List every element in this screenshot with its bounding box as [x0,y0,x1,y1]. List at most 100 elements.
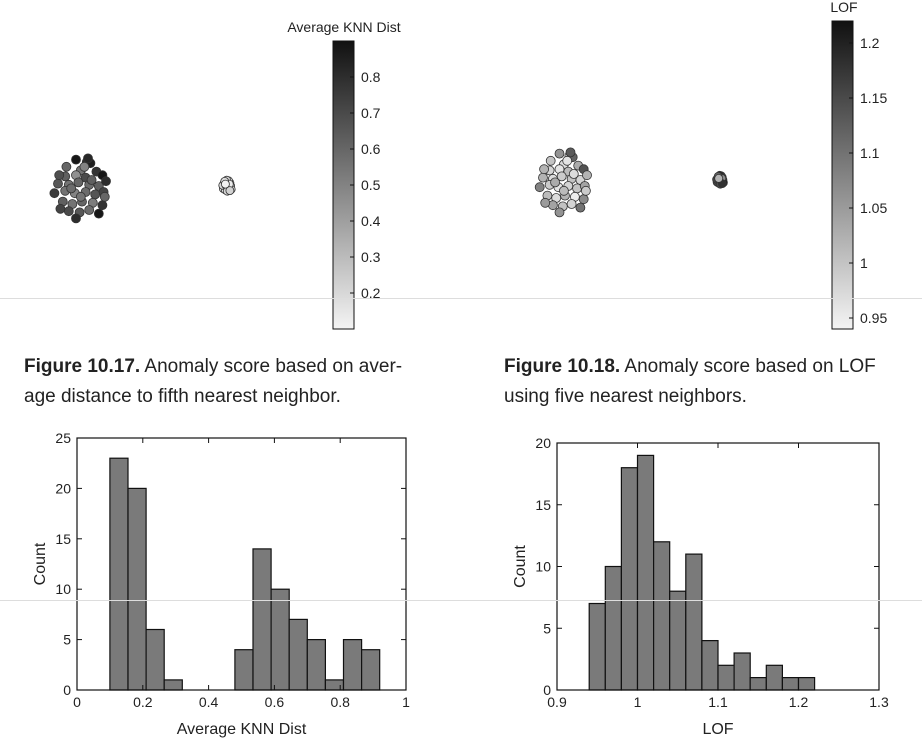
scatter-point [49,188,60,199]
scatter-point [556,171,567,182]
scatter-point [575,202,586,213]
histogram-bar [324,679,345,691]
histogram-bar [588,602,606,691]
caption-number: Figure 10.18. [504,356,621,377]
scatter-point [55,203,66,214]
scatter-point [86,175,97,185]
scatter-point [66,183,77,194]
histogram-bar [669,590,687,691]
colorbar-label: LOF [830,0,857,15]
scatter-point [538,172,548,183]
scatter-point [83,153,93,164]
scatter-point [559,185,569,196]
histogram-bar [288,618,308,691]
caption-figure-10-18: Figure 10.18. Anomaly score based on LOF… [504,352,914,412]
colorbar-tick-label: 0.4 [361,213,381,229]
colorbar-tick-label: 0.3 [361,249,381,265]
scatter-point [93,208,104,219]
colorbar: 0.95 1 1.05 1.1 1.15 1.2 LOF [830,0,887,330]
scatter-point [566,199,577,209]
colorbar-gradient [831,20,854,330]
x-tick-label: 1 [634,694,642,710]
scatter-point [568,169,579,179]
histogram-bar [252,548,272,691]
histogram-bar [306,638,326,691]
caption-line-1: Figure 10.17. Anomaly score based on ave… [24,352,444,382]
y-tick-label: 0 [543,682,551,698]
scatter-point [54,170,65,181]
y-tick-label: 15 [55,531,71,547]
colorbar-label: Average KNN Dist [287,19,400,35]
x-tick-label: 1.2 [789,694,809,710]
colorbar: 0.2 0.3 0.4 0.5 0.6 0.7 0.8 Average KNN Dist [287,19,401,330]
scatter-point [225,186,235,196]
colorbar-tick-label: 1.2 [860,35,880,51]
histogram-bar [636,454,655,691]
scatter-point [534,182,545,193]
x-tick-label: 0.8 [330,694,350,710]
scatter-point [540,197,551,208]
cluster-1 [534,147,592,218]
scatter-point [71,154,81,165]
colorbar-tick-label: 1 [860,255,868,271]
histogram-bar [109,457,129,691]
histogram-bar [781,676,800,691]
scatter-panel-2: 0.95 1 1.05 1.1 1.15 1.2 LOF [534,0,887,330]
y-tick-label: 5 [543,620,551,636]
histogram-bar [234,649,254,691]
scatter-point [99,191,110,202]
scatter-point [578,194,589,205]
colorbar-tick-label: 0.95 [860,310,887,326]
colorbar-tick-label: 1.1 [860,145,880,161]
histogram-panel-2: 0.9 1 1.1 1.2 1.3 0 5 10 15 20 LOF Count [512,435,889,738]
x-tick-label: 0.6 [265,694,285,710]
x-tick-label: 0 [73,694,81,710]
x-axis-label: Average KNN Dist [177,721,307,738]
x-axis-label: LOF [702,721,733,738]
colorbar-tick-label: 0.5 [361,177,381,193]
scatter-point [61,161,72,172]
caption-line-1: Figure 10.18. Anomaly score based on LOF [504,352,914,382]
y-tick-label: 20 [55,480,71,496]
histogram-bar [145,628,165,691]
y-tick-label: 10 [535,559,551,575]
colorbar-tick-label: 0.6 [361,141,381,157]
y-axis-label: Count [512,545,529,588]
scatter-point [84,205,95,215]
histogram-bar [685,553,703,691]
histogram-bar [797,676,816,691]
cluster-1 [49,153,111,224]
x-tick-label: 1.3 [869,694,889,710]
x-tick-label: 0.4 [199,694,219,710]
caption-line-2: age distance to fifth nearest neighbor. [24,386,341,407]
scatter-point [53,178,63,189]
cluster-2 [712,170,728,189]
y-tick-label: 25 [55,430,71,446]
x-tick-label: 0.9 [547,694,567,710]
scatter-point [554,207,565,218]
histogram-bar [652,541,671,691]
scatter-point [582,170,592,181]
scatter-point [581,185,591,196]
histogram-bar [361,649,381,691]
y-tick-label: 15 [535,497,551,513]
scatter-point [75,191,86,202]
scatter-point [90,189,101,200]
scatter-point [714,173,724,183]
scatter-point [71,213,81,224]
histogram-bar [270,588,290,691]
caption-text: Anomaly score based on LOF [624,356,876,377]
scatter-point [562,155,573,166]
scatter-point [565,147,576,158]
y-tick-label: 5 [63,632,71,648]
colorbar-tick-label: 0.2 [361,285,381,301]
y-tick-label: 20 [535,435,551,451]
histogram-bar [342,638,363,691]
caption-text: Anomaly score based on aver- [144,356,403,377]
colorbar-tick-label: 1.05 [860,200,887,216]
histogram-bar [765,664,783,691]
scatter-point [554,148,565,159]
